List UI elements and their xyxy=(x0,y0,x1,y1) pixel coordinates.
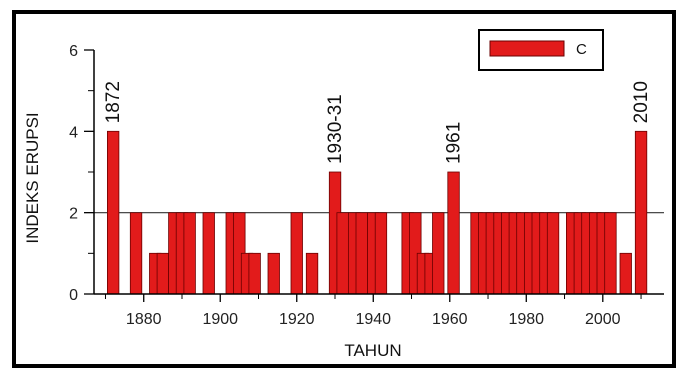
bar xyxy=(156,252,170,295)
bar xyxy=(355,212,368,295)
legend-label: C xyxy=(576,41,587,58)
y-tick-label: 2 xyxy=(69,206,78,223)
y-axis-title: INDEKS ERUPSI xyxy=(23,112,42,243)
bar xyxy=(107,130,120,295)
peak-annotation: 1872 xyxy=(103,81,124,123)
bar xyxy=(546,212,560,295)
x-tick-label: 1980 xyxy=(508,311,544,328)
peak-annotation: 1961 xyxy=(444,122,465,164)
chart-frame: 0 2 4 6 1880 1900 1920 1940 1960 1980 2000 1872 193… xyxy=(12,10,676,368)
bar xyxy=(290,212,303,295)
y-tick-label: 0 xyxy=(69,287,78,304)
bar xyxy=(202,212,215,295)
peak-annotation: 2010 xyxy=(631,81,652,123)
axes: 0 2 4 6 1880 1900 1920 1940 1960 1980 2000 xyxy=(69,43,664,328)
bar xyxy=(604,212,617,295)
x-axis-title: TAHUN xyxy=(344,341,401,360)
bar xyxy=(305,252,319,295)
bar xyxy=(248,252,261,295)
x-tick-label: 1960 xyxy=(432,311,468,328)
x-tick-label: 2000 xyxy=(585,311,621,328)
annotations: 1872 1930-31 1961 2010 xyxy=(103,81,652,164)
x-tick-label: 1880 xyxy=(126,311,162,328)
legend-swatch xyxy=(489,40,565,57)
bar xyxy=(447,171,460,295)
x-tick-label: 1940 xyxy=(355,311,391,328)
x-tick-label: 1920 xyxy=(279,311,315,328)
x-tick-label: 1900 xyxy=(202,311,238,328)
bar xyxy=(183,212,196,295)
bar xyxy=(336,212,349,295)
eruption-index-chart: 0 2 4 6 1880 1900 1920 1940 1960 1980 2000 1872 193… xyxy=(23,29,664,360)
legend: C xyxy=(478,29,604,71)
bar xyxy=(634,130,648,295)
peak-annotation: 1930-31 xyxy=(325,94,346,164)
y-tick-label: 6 xyxy=(69,43,78,60)
bar xyxy=(267,252,280,295)
bar xyxy=(374,212,388,295)
bar xyxy=(432,212,445,295)
y-tick-label: 4 xyxy=(69,124,78,141)
bar xyxy=(129,212,143,295)
bar xyxy=(619,252,632,295)
bars xyxy=(107,130,648,295)
